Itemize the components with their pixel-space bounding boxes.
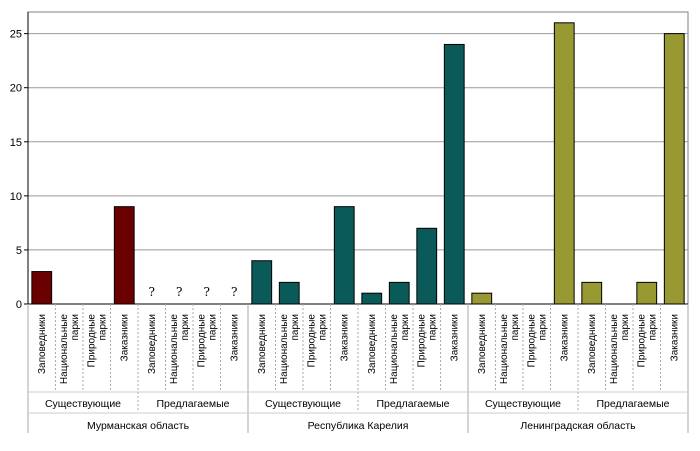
region-label: Ленинградская область bbox=[520, 420, 636, 432]
category-label: Заповедники bbox=[257, 314, 268, 374]
category-label: Заказники bbox=[339, 314, 350, 361]
bar bbox=[553, 22, 575, 305]
category-label: Заказники bbox=[559, 314, 570, 361]
y-tick-label: 0 bbox=[16, 299, 22, 311]
category-label: Природные bbox=[306, 314, 317, 368]
category-label: Национальные bbox=[499, 314, 510, 384]
category-label: парки bbox=[317, 314, 328, 341]
category-label: парки bbox=[647, 314, 658, 341]
category-label: парки bbox=[510, 314, 521, 341]
category-label: Заказники bbox=[449, 314, 460, 361]
bar bbox=[278, 281, 300, 305]
category-label: Национальные bbox=[389, 314, 400, 384]
bar bbox=[251, 260, 273, 305]
labels: Заповедники Национальные парки Природные пар… bbox=[37, 314, 681, 432]
unknown-value-marker: ? bbox=[149, 285, 155, 299]
bar bbox=[636, 281, 658, 305]
category-label: Заповедники bbox=[367, 314, 378, 374]
status-group-label: Предлагаемые bbox=[597, 398, 670, 410]
category-label: парки bbox=[207, 314, 218, 341]
category-label: Заповедники bbox=[477, 314, 488, 374]
category-label: Заказники bbox=[119, 314, 130, 361]
unknown-value-marker: ? bbox=[204, 285, 210, 299]
category-label: Природные bbox=[526, 314, 537, 368]
category-label: Национальные bbox=[609, 314, 620, 384]
region-label: Мурманская область bbox=[87, 420, 190, 432]
category-label: Заповедники bbox=[587, 314, 598, 374]
category-label: парки bbox=[180, 314, 191, 341]
category-label: Национальные bbox=[59, 314, 70, 384]
category-label: Природные bbox=[86, 314, 97, 368]
bar bbox=[361, 292, 383, 305]
status-group-label: Существующие bbox=[265, 398, 341, 410]
bar bbox=[113, 206, 135, 305]
bar bbox=[471, 292, 493, 305]
category-label: парки bbox=[70, 314, 81, 341]
category-label: парки bbox=[537, 314, 548, 341]
y-tick-label: 20 bbox=[10, 83, 22, 95]
bar bbox=[333, 206, 355, 305]
bar bbox=[416, 227, 438, 305]
category-label: парки bbox=[97, 314, 108, 341]
axes: 0 5 10 15 20 25 bbox=[10, 12, 689, 433]
category-label: Заказники bbox=[229, 314, 240, 361]
y-tick-label: 15 bbox=[10, 137, 22, 149]
category-label: Национальные bbox=[169, 314, 180, 384]
category-label: Заповедники bbox=[37, 314, 48, 374]
bar bbox=[31, 271, 53, 305]
category-label: парки bbox=[427, 314, 438, 341]
category-label: парки bbox=[290, 314, 301, 341]
unknown-value-marker: ? bbox=[176, 285, 182, 299]
y-tick-label: 10 bbox=[10, 191, 22, 203]
category-label: парки bbox=[400, 314, 411, 341]
category-label: Заказники bbox=[669, 314, 680, 361]
status-group-label: Предлагаемые bbox=[377, 398, 450, 410]
region-label: Республика Карелия bbox=[308, 420, 409, 432]
y-tick-label: 5 bbox=[16, 245, 22, 257]
status-group-label: Существующие bbox=[485, 398, 561, 410]
category-label: Национальные bbox=[279, 314, 290, 384]
status-group-label: Предлагаемые bbox=[157, 398, 230, 410]
bar bbox=[581, 281, 603, 305]
bars: ???? bbox=[31, 22, 685, 305]
category-label: Заповедники bbox=[147, 314, 158, 374]
bar bbox=[388, 281, 410, 305]
category-label: Природные bbox=[416, 314, 427, 368]
unknown-value-marker: ? bbox=[231, 285, 237, 299]
y-tick-label: 25 bbox=[10, 29, 22, 41]
status-group-label: Существующие bbox=[45, 398, 121, 410]
bar bbox=[663, 33, 685, 305]
category-label: Природные bbox=[636, 314, 647, 368]
category-label: Природные bbox=[196, 314, 207, 368]
category-label: парки bbox=[620, 314, 631, 341]
bar bbox=[443, 43, 465, 305]
